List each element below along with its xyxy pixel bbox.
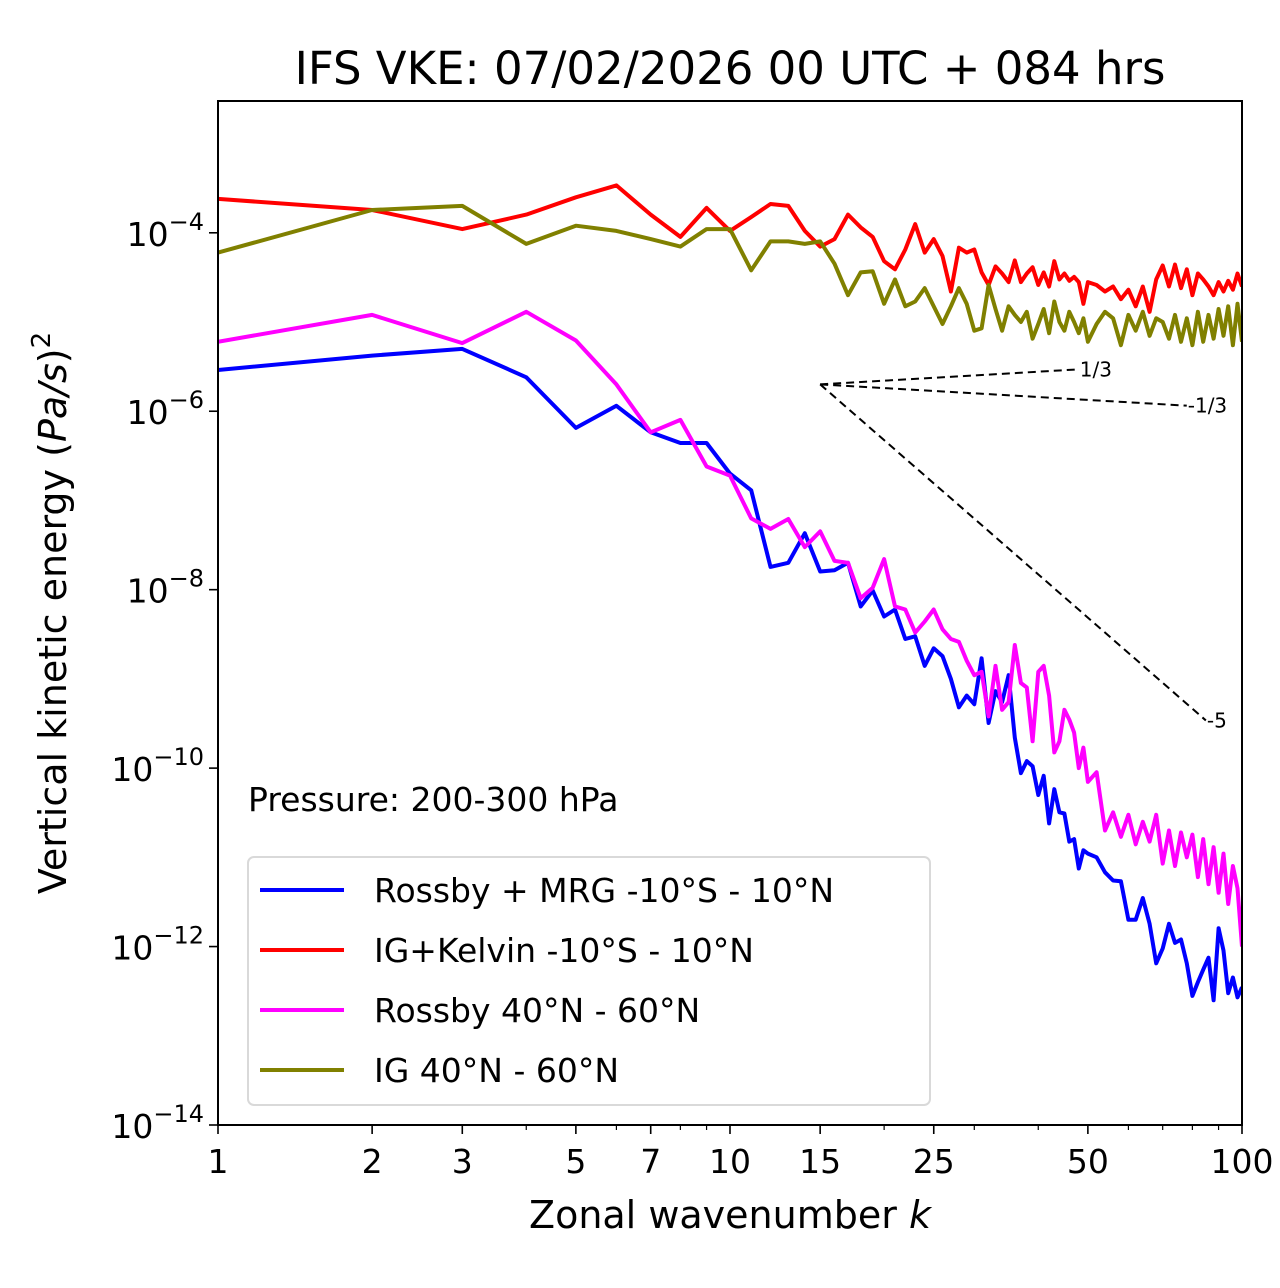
x-axis-label-italic: k xyxy=(909,1193,933,1237)
y-tick-label: 10−10 xyxy=(111,743,204,789)
reference-lines: 1/3 -1/3 -5 xyxy=(819,357,1227,732)
pressure-annotation: Pressure: 200-300 hPa xyxy=(248,780,618,819)
legend: Rossby + MRG -10°S - 10°N IG+Kelvin -10°S… xyxy=(247,856,931,1106)
y-axis-label: Vertical kinetic energy (Pa/s)2 xyxy=(27,332,75,894)
reference-line-1 xyxy=(820,383,1187,407)
x-tick-label: 25 xyxy=(913,1142,955,1181)
series-line-2 xyxy=(218,309,1242,947)
legend-label-0: Rossby + MRG -10°S - 10°N xyxy=(374,871,834,910)
series-layer xyxy=(218,183,1242,1003)
reference-line-label-1: -1/3 xyxy=(1188,394,1227,418)
x-tick-label: 1 xyxy=(208,1142,229,1181)
x-tick-label: 7 xyxy=(640,1142,661,1181)
legend-label-1: IG+Kelvin -10°S - 10°N xyxy=(374,931,754,970)
reference-line-2 xyxy=(819,383,1207,722)
y-axis-label-italic: Pa/s xyxy=(31,363,75,442)
y-tick-label: 10−8 xyxy=(127,565,204,611)
x-axis-label-main: Zonal wavenumber xyxy=(529,1193,909,1237)
series-line-1 xyxy=(218,183,1242,314)
reference-line-label-2: -5 xyxy=(1207,708,1227,732)
plot-area: 1/3 -1/3 -5 xyxy=(218,183,1242,1003)
x-tick-label: 2 xyxy=(362,1142,383,1181)
x-axis: 1 2 3 5 7 10 15 25 50 100 xyxy=(208,1125,1274,1181)
y-axis-label-main: Vertical kinetic energy ( xyxy=(31,442,75,894)
y-axis-label-sup: 2 xyxy=(27,332,57,349)
axes-frame xyxy=(217,100,1243,1126)
x-axis-label: Zonal wavenumber k xyxy=(529,1193,933,1237)
chart-title: IFS VKE: 07/02/2026 00 UTC + 084 hrs xyxy=(295,42,1166,95)
x-tick-label: 50 xyxy=(1067,1142,1109,1181)
x-tick-label: 10 xyxy=(709,1142,751,1181)
reference-line-label-0: 1/3 xyxy=(1080,357,1112,381)
x-tick-label: 100 xyxy=(1211,1142,1274,1181)
x-tick-label: 15 xyxy=(799,1142,841,1181)
y-tick-label: 10−12 xyxy=(111,922,204,968)
legend-items: Rossby + MRG -10°S - 10°N IG+Kelvin -10°S… xyxy=(260,871,834,1090)
series-line-3 xyxy=(218,203,1242,348)
y-axis-label-close: ) xyxy=(31,348,75,363)
series-line-0 xyxy=(218,346,1242,1003)
y-tick-label: 10−14 xyxy=(111,1100,204,1146)
y-tick-label: 10−6 xyxy=(127,386,204,432)
x-tick-label: 3 xyxy=(452,1142,473,1181)
x-tick-label: 5 xyxy=(565,1142,586,1181)
legend-label-2: Rossby 40°N - 60°N xyxy=(374,991,700,1030)
legend-label-3: IG 40°N - 60°N xyxy=(374,1051,619,1090)
y-tick-label: 10−4 xyxy=(127,208,204,254)
y-axis: 10−4 10−6 10−8 10−10 10−12 10−14 xyxy=(111,208,218,1146)
reference-line-0 xyxy=(820,368,1079,386)
legend-frame xyxy=(247,856,931,1106)
